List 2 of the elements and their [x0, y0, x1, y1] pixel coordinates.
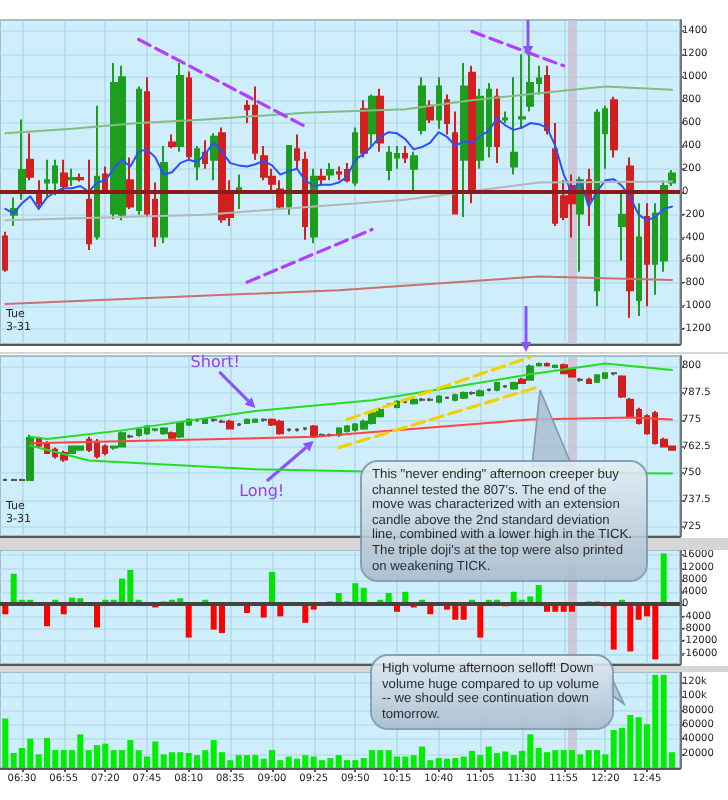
annotation: Short! [190, 352, 240, 371]
annotation: Long! [239, 481, 285, 500]
